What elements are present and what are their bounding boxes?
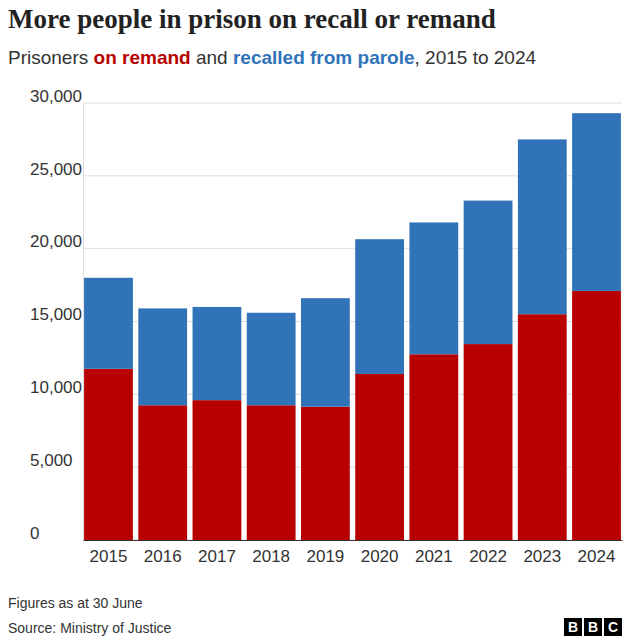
source: Source: Ministry of Justice — [8, 620, 172, 636]
legend-entry: recalled from parole — [233, 47, 415, 68]
subtitle-part: and — [191, 47, 233, 68]
grid — [83, 103, 622, 540]
tick: 25,000 — [30, 160, 83, 179]
tick-label: 2017 — [198, 547, 236, 566]
tick: 30,000 — [30, 87, 83, 106]
legend-entry: on remand — [94, 47, 191, 68]
bar — [138, 405, 187, 540]
bar — [572, 113, 621, 291]
tick-label: 0 — [30, 524, 39, 543]
tick-label: 2020 — [361, 547, 399, 566]
note: Figures as at 30 June — [8, 595, 143, 611]
bar — [193, 307, 242, 400]
bar — [84, 278, 133, 369]
subtitle-part: Prisoners — [8, 47, 94, 68]
y-axis-line — [83, 104, 84, 541]
tick-label: 2015 — [90, 547, 128, 566]
logo-letter: B — [568, 619, 578, 635]
title: More people in prison on recall or reman… — [8, 4, 496, 34]
tick: 2018 — [252, 540, 290, 566]
tick-label: 2018 — [252, 547, 290, 566]
tick-label: 25,000 — [30, 160, 82, 179]
tick-label: 2019 — [306, 547, 344, 566]
tick: 2023 — [523, 540, 561, 566]
tick: 2022 — [469, 540, 507, 566]
bar — [301, 298, 350, 407]
tick-label: 10,000 — [30, 378, 82, 397]
subtitle: Prisoners on remand and recalled from pa… — [8, 47, 536, 68]
tick: 2021 — [415, 540, 453, 566]
bar — [247, 313, 296, 405]
tick-label: 5,000 — [30, 451, 73, 470]
logo-box — [564, 618, 582, 636]
bar — [409, 354, 458, 540]
tick: 2020 — [361, 540, 399, 566]
tick-label: 2024 — [578, 547, 616, 566]
tick: 2017 — [198, 540, 236, 566]
tick-label: 15,000 — [30, 305, 82, 324]
plot: 0 5,000 10,000 15,000 20,000 25,000 30,000 2015… — [30, 87, 623, 566]
tick-label: 2022 — [469, 547, 507, 566]
bar — [464, 201, 513, 344]
bar — [84, 369, 133, 540]
tick: 5,000 — [30, 451, 83, 470]
x-axis-line — [84, 540, 623, 541]
tick: 2019 — [306, 540, 344, 566]
bar — [464, 344, 513, 540]
bar — [409, 222, 458, 354]
tick: 10,000 — [30, 378, 83, 397]
bar — [247, 405, 296, 540]
tick-label: 2023 — [523, 547, 561, 566]
bar — [518, 314, 567, 540]
logo-box — [604, 618, 622, 636]
series — [84, 291, 621, 540]
tick-label: 20,000 — [30, 232, 82, 251]
logo-box — [584, 618, 602, 636]
bar — [301, 407, 350, 540]
tick: 2016 — [144, 540, 182, 566]
tick-label: 30,000 — [30, 87, 82, 106]
series — [84, 113, 621, 407]
bar — [355, 374, 404, 540]
grid-line — [83, 103, 622, 104]
logo-letter: B — [588, 619, 598, 635]
bar — [572, 291, 621, 540]
tick: 2024 — [578, 540, 616, 566]
y-axis: 0 5,000 10,000 15,000 20,000 25,000 30,000 — [30, 87, 84, 543]
logo-letter: C — [608, 619, 618, 635]
tick: 20,000 — [30, 232, 83, 251]
bar — [193, 400, 242, 540]
tick: 15,000 — [30, 305, 83, 324]
tick: 2015 — [90, 540, 128, 566]
subtitle-part: , 2015 to 2024 — [415, 47, 537, 68]
bars — [84, 113, 621, 540]
bar — [138, 308, 187, 405]
x-axis: 2015 2016 2017 2018 2019 2020 2021 2022 2023 2024 — [84, 540, 623, 566]
tick-label: 2021 — [415, 547, 453, 566]
tick: 0 — [30, 524, 83, 543]
bar — [355, 239, 404, 374]
bar — [518, 139, 567, 314]
logo: BBC — [564, 618, 622, 636]
tick-label: 2016 — [144, 547, 182, 566]
logo-text: BBC — [568, 619, 618, 635]
chart: More people in prison on recall or reman… — [0, 0, 640, 640]
